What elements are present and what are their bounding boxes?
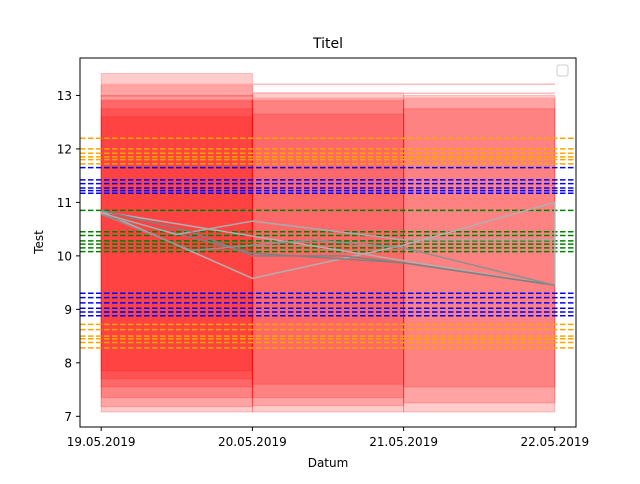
plot-frame [79, 57, 577, 428]
hlines-layer [80, 137, 576, 349]
y-axis: 7 8 9 10 11 12 13 [57, 89, 80, 424]
legend-box [556, 64, 569, 77]
x-tick-label-0: 19.05.2019 [67, 435, 136, 449]
series-layer [100, 201, 556, 287]
bands-layer [100, 73, 556, 413]
y-tick-label-1: 8 [64, 356, 72, 370]
x-axis-label: Datum [308, 456, 349, 470]
x-tick-label-1: 20.05.2019 [218, 435, 287, 449]
series-line-0 [100, 201, 556, 287]
y-tick-label-2: 9 [64, 303, 72, 317]
x-tick-label-3: 22.05.2019 [520, 435, 589, 449]
y-tick-label-4: 11 [57, 196, 72, 210]
y-tick-label-5: 12 [57, 142, 72, 156]
series-line-2 [100, 212, 555, 241]
x-tick-label-2: 21.05.2019 [369, 435, 438, 449]
series-line-4 [100, 213, 556, 287]
x-axis: 19.05.2019 20.05.2019 21.05.2019 22.05.2019 [67, 427, 589, 449]
y-axis-label: Test [32, 230, 46, 255]
range-band-9 [251, 113, 405, 385]
range-band-0 [100, 73, 253, 413]
y-tick-label-3: 10 [57, 249, 72, 263]
series-line-3 [100, 209, 555, 287]
range-band-6 [251, 92, 405, 413]
y-tick-label-0: 7 [64, 410, 72, 424]
y-tick-label-6: 13 [57, 89, 72, 103]
chart-title: Titel [312, 36, 343, 52]
faint-lines-layer [101, 83, 555, 99]
